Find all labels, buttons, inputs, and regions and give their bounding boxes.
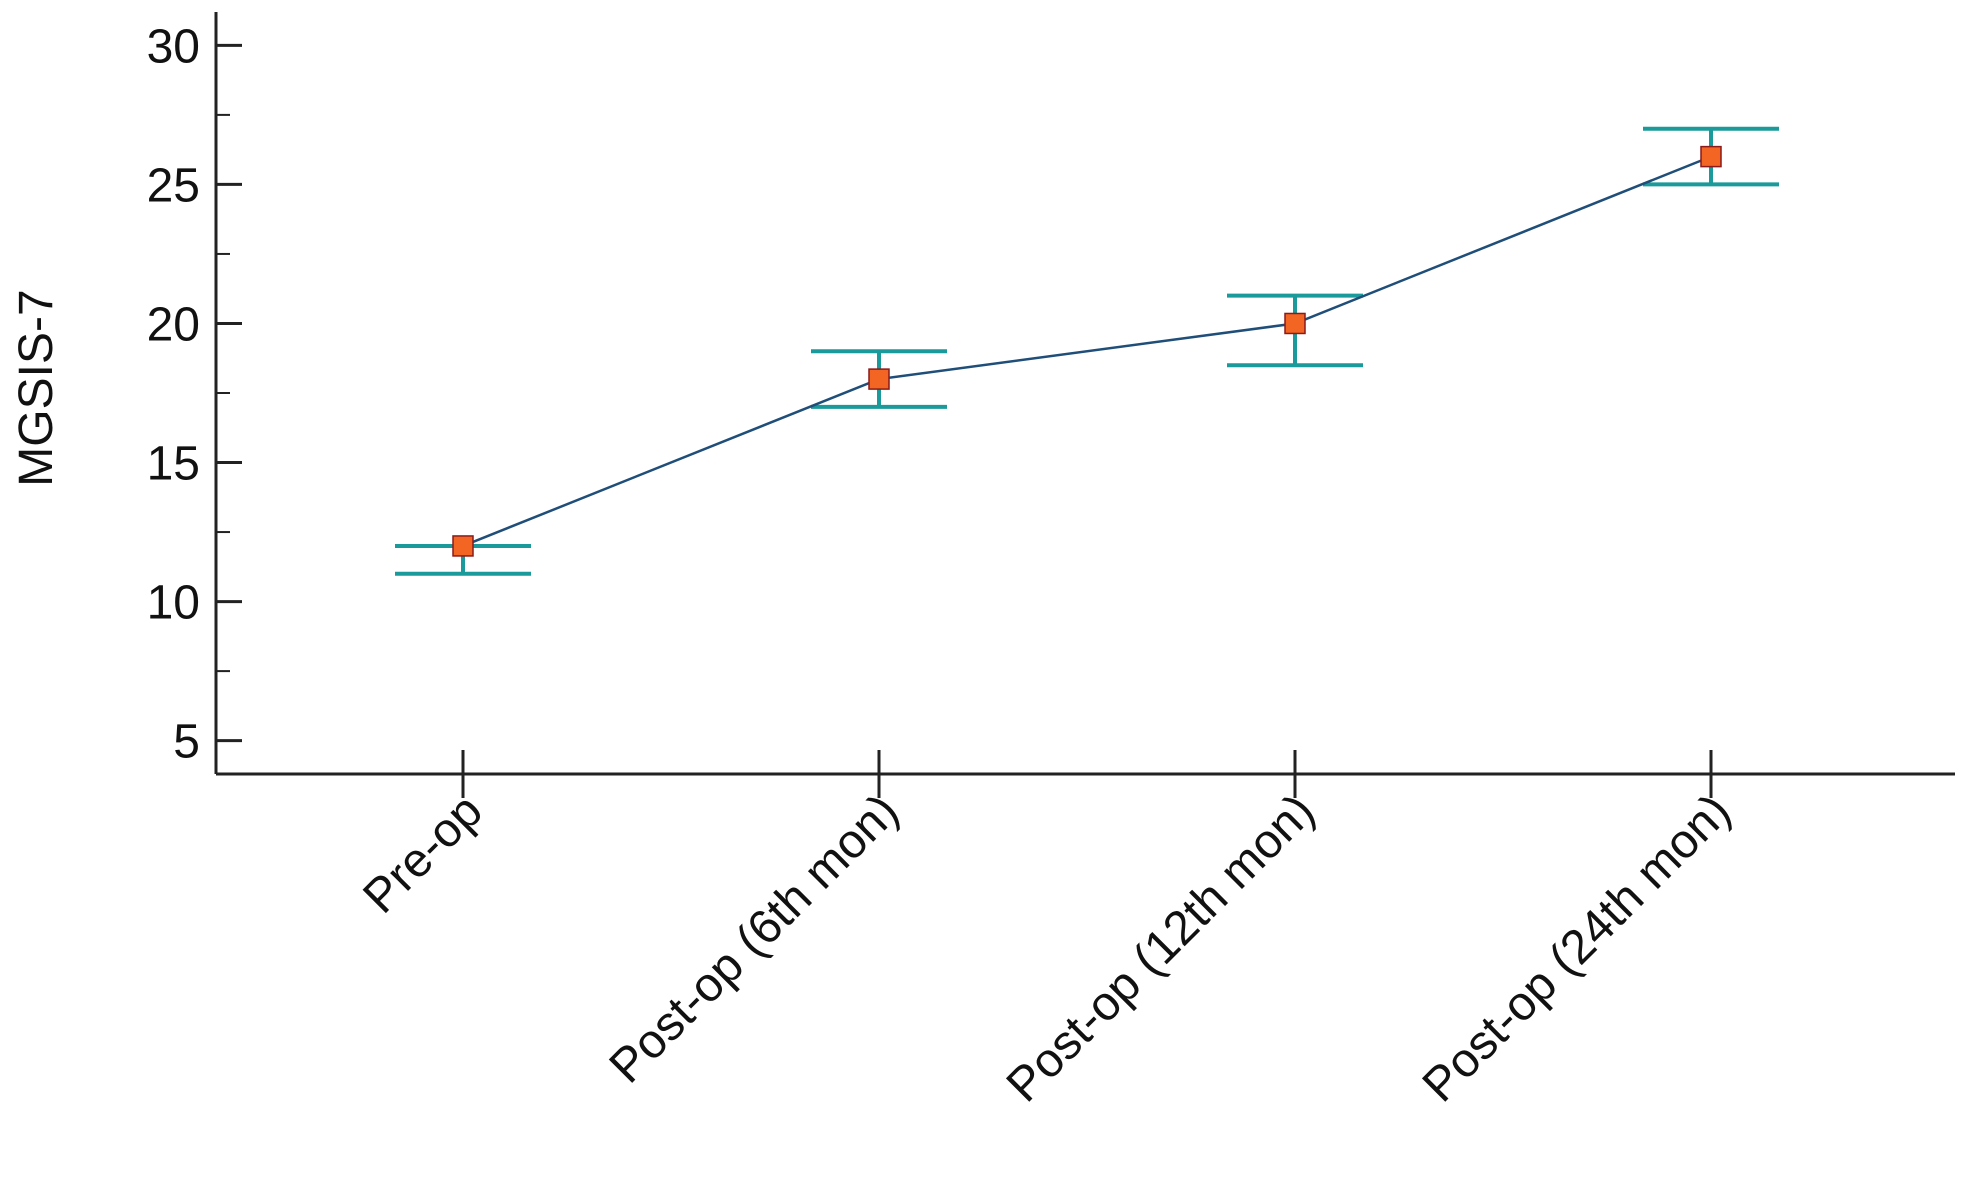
series-line xyxy=(462,155,1712,548)
y-tick-label: 25 xyxy=(147,159,200,212)
y-tick-label: 10 xyxy=(147,577,200,630)
y-tick-label: 5 xyxy=(173,716,200,769)
data-point xyxy=(1284,312,1306,335)
y-tick-label: 15 xyxy=(147,438,200,491)
x-tick-label: Post-op (6th mon) xyxy=(600,784,909,1093)
series xyxy=(395,126,1779,576)
x-tick-label: Pre-op xyxy=(353,784,492,923)
y-tick-label: 20 xyxy=(147,298,200,351)
data-point xyxy=(452,535,474,557)
data-point xyxy=(868,368,890,390)
x-tick-label: Post-op (12th mon) xyxy=(997,784,1325,1112)
data-point xyxy=(1700,145,1722,168)
y-axis-title: MGSIS-7 xyxy=(10,289,63,486)
y-tick-label: 30 xyxy=(147,20,200,73)
x-axis: Pre-op Post-op (6th mon) Post-op (12th mon… xyxy=(216,750,1955,1112)
x-tick-label: Post-op (24th mon) xyxy=(1413,784,1741,1112)
y-axis: 5 10 15 20 25 30 xyxy=(147,12,242,774)
